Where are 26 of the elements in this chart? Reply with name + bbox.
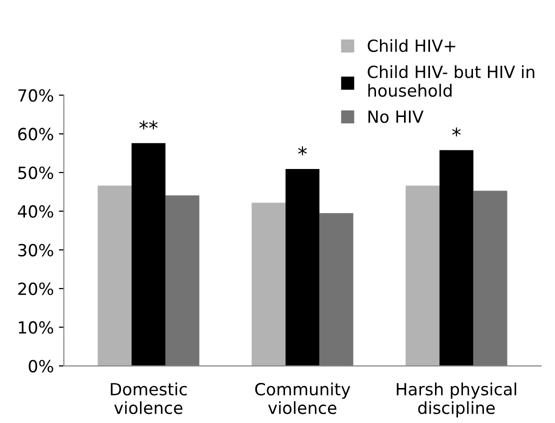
annotation: ** <box>139 120 158 130</box>
annotation: * <box>298 146 307 156</box>
x-tick-label: Harsh physical discipline <box>396 382 516 418</box>
y-tick-label: 30% <box>18 244 54 256</box>
bar <box>440 150 474 366</box>
annotation: * <box>452 127 461 136</box>
x-tick-label: Community violence <box>255 382 350 414</box>
bar <box>132 143 166 366</box>
bar <box>252 202 286 366</box>
y-tick-label: 60% <box>18 128 54 140</box>
y-tick-label: 40% <box>18 205 54 218</box>
legend-label: Child HIV+ <box>368 39 456 52</box>
legend-label: Child HIV- but HIV in household <box>368 65 534 97</box>
y-tick-label: 0% <box>28 360 54 372</box>
bar <box>473 190 508 366</box>
bar <box>286 169 320 366</box>
legend-label: No HIV <box>368 110 424 123</box>
y-tick-label: 70% <box>18 89 54 102</box>
y-tick-label: 10% <box>18 321 54 334</box>
bar <box>406 186 440 366</box>
bar <box>319 213 354 366</box>
bar <box>165 195 200 366</box>
bar <box>98 186 132 366</box>
x-tick-label: Domestic violence <box>110 382 187 414</box>
y-tick-label: 50% <box>18 166 54 180</box>
y-tick-label: 20% <box>18 282 54 296</box>
